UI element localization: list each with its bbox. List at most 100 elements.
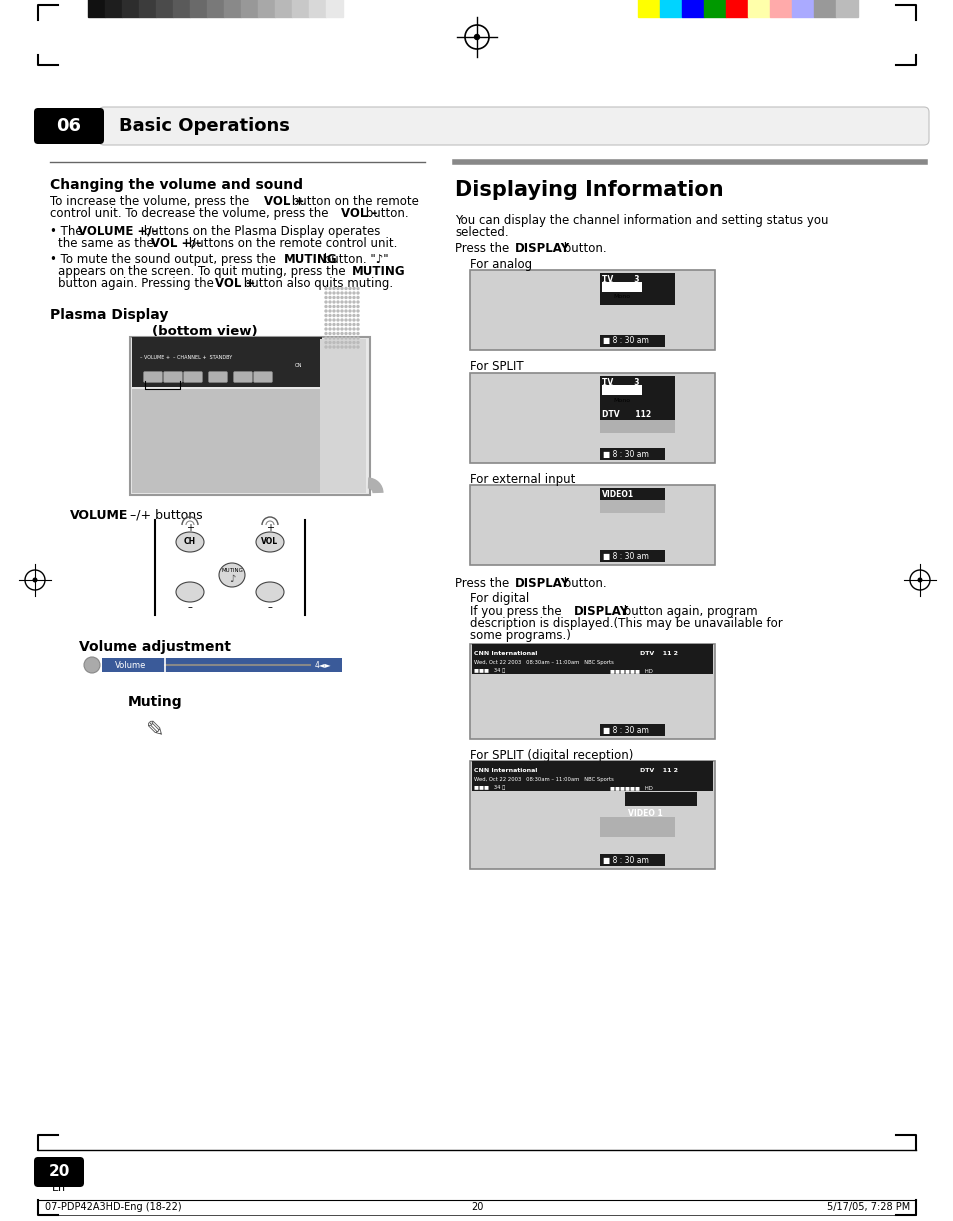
Bar [599, 274, 675, 305]
Bar [835, 0, 857, 17]
Bar [599, 853, 664, 866]
Text: –: – [188, 602, 193, 612]
Circle shape [349, 324, 351, 326]
Circle shape [325, 342, 327, 343]
Circle shape [345, 332, 347, 335]
Text: For digital: For digital [470, 592, 529, 604]
Circle shape [333, 319, 335, 321]
Text: VOL +/–: VOL +/– [151, 237, 201, 250]
Text: MUTING: MUTING [352, 265, 405, 278]
Text: If you press the: If you press the [470, 604, 565, 618]
Text: some programs.): some programs.) [470, 629, 570, 642]
Bar [599, 724, 664, 736]
Circle shape [345, 292, 347, 294]
Text: VOL +: VOL + [264, 195, 304, 208]
Text: button on the remote: button on the remote [288, 195, 418, 208]
Text: Changing the volume and sound: Changing the volume and sound [50, 178, 303, 192]
Bar [224, 0, 241, 17]
Bar [472, 643, 712, 674]
Circle shape [353, 346, 355, 348]
Circle shape [329, 315, 331, 316]
Text: Plasma Display: Plasma Display [50, 308, 168, 322]
Circle shape [325, 337, 327, 339]
Circle shape [340, 328, 343, 330]
Circle shape [340, 287, 343, 289]
Bar [472, 761, 712, 791]
Bar [769, 0, 791, 17]
Circle shape [349, 305, 351, 308]
Circle shape [33, 579, 37, 581]
Circle shape [329, 328, 331, 330]
Circle shape [349, 337, 351, 339]
Text: ■ 8 : 30 am: ■ 8 : 30 am [602, 725, 648, 735]
Bar [292, 0, 309, 17]
Circle shape [345, 319, 347, 321]
Text: ■■■■■■   HD: ■■■■■■ HD [609, 785, 652, 790]
Bar [139, 0, 156, 17]
Circle shape [356, 310, 358, 313]
Circle shape [353, 328, 355, 330]
Circle shape [353, 302, 355, 303]
Text: button again, program: button again, program [619, 604, 757, 618]
Circle shape [333, 310, 335, 313]
Text: MUTING: MUTING [221, 569, 243, 574]
Circle shape [349, 332, 351, 335]
Text: DISPLAY: DISPLAY [574, 604, 628, 618]
Circle shape [356, 328, 358, 330]
Text: VOLUME: VOLUME [70, 509, 129, 523]
Text: (bottom view): (bottom view) [152, 325, 257, 338]
Circle shape [345, 328, 347, 330]
Circle shape [356, 342, 358, 343]
Text: DISPLAY: DISPLAY [515, 578, 570, 590]
Text: ♪: ♪ [229, 574, 234, 584]
Bar [599, 488, 664, 501]
Circle shape [329, 337, 331, 339]
Text: CH: CH [184, 537, 196, 547]
Bar [638, 0, 659, 17]
Text: • The: • The [50, 225, 87, 238]
Circle shape [356, 337, 358, 339]
Bar [624, 792, 697, 806]
Circle shape [329, 297, 331, 298]
Bar [190, 0, 207, 17]
Text: ■ 8 : 30 am: ■ 8 : 30 am [602, 856, 648, 864]
Circle shape [353, 337, 355, 339]
Text: ON: ON [294, 363, 302, 368]
Text: VIDEO1: VIDEO1 [601, 490, 634, 499]
Text: ■■■■■■   HD: ■■■■■■ HD [609, 668, 652, 673]
Bar [132, 389, 322, 493]
Circle shape [329, 319, 331, 321]
Circle shape [329, 332, 331, 335]
Circle shape [333, 302, 335, 303]
Bar [319, 339, 366, 493]
Text: Mono: Mono [613, 294, 630, 299]
Circle shape [340, 324, 343, 326]
Circle shape [353, 315, 355, 316]
Text: You can display the channel information and setting status you: You can display the channel information … [455, 214, 827, 227]
Circle shape [325, 332, 327, 335]
Bar [599, 817, 675, 838]
Text: ■■■   34 ⓘ: ■■■ 34 ⓘ [474, 785, 505, 790]
Ellipse shape [255, 532, 284, 552]
Text: TV        3: TV 3 [601, 379, 639, 387]
Circle shape [349, 315, 351, 316]
Circle shape [325, 305, 327, 308]
Circle shape [917, 579, 921, 581]
Text: ■ 8 : 30 am: ■ 8 : 30 am [602, 449, 648, 459]
Circle shape [325, 324, 327, 326]
Bar [681, 0, 703, 17]
Text: For SPLIT: For SPLIT [470, 360, 523, 372]
Circle shape [325, 319, 327, 321]
Bar [105, 0, 122, 17]
Circle shape [329, 346, 331, 348]
Text: ■ 8 : 30 am: ■ 8 : 30 am [602, 337, 648, 346]
Bar [599, 335, 664, 347]
Text: ✎: ✎ [146, 720, 164, 740]
Circle shape [349, 297, 351, 298]
Bar [599, 376, 675, 420]
Circle shape [333, 292, 335, 294]
Text: C 9: C 9 [601, 383, 613, 389]
Circle shape [345, 310, 347, 313]
Circle shape [349, 319, 351, 321]
Circle shape [333, 324, 335, 326]
